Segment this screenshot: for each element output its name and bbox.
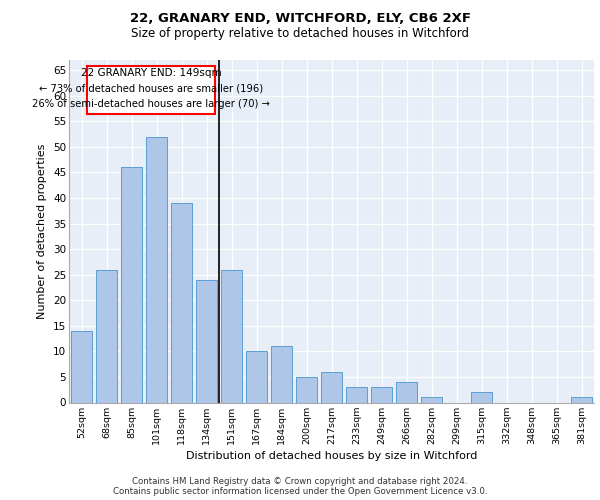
Text: Size of property relative to detached houses in Witchford: Size of property relative to detached ho… (131, 28, 469, 40)
Bar (171, 203, 192, 402)
Bar (271, 346, 292, 403)
Bar (571, 398, 592, 402)
Bar (96, 270, 117, 402)
Bar (421, 398, 442, 402)
X-axis label: Distribution of detached houses by size in Witchford: Distribution of detached houses by size … (186, 450, 477, 460)
Bar (346, 387, 367, 402)
Bar (146, 136, 167, 402)
Y-axis label: Number of detached properties: Number of detached properties (37, 144, 47, 319)
Bar (296, 377, 317, 402)
Bar (371, 387, 392, 402)
FancyBboxPatch shape (86, 66, 215, 114)
Bar (321, 372, 342, 402)
Bar (246, 352, 267, 403)
Bar (471, 392, 492, 402)
Bar (121, 168, 142, 402)
Text: Contains HM Land Registry data © Crown copyright and database right 2024.: Contains HM Land Registry data © Crown c… (132, 478, 468, 486)
Text: Contains public sector information licensed under the Open Government Licence v3: Contains public sector information licen… (113, 487, 487, 496)
Text: 26% of semi-detached houses are larger (70) →: 26% of semi-detached houses are larger (… (32, 100, 270, 110)
Bar (71, 331, 92, 402)
Text: 22, GRANARY END, WITCHFORD, ELY, CB6 2XF: 22, GRANARY END, WITCHFORD, ELY, CB6 2XF (130, 12, 470, 26)
Bar (196, 280, 217, 402)
Text: 22 GRANARY END: 149sqm: 22 GRANARY END: 149sqm (80, 68, 221, 78)
Bar (221, 270, 242, 402)
Text: ← 73% of detached houses are smaller (196): ← 73% of detached houses are smaller (19… (39, 84, 263, 94)
Bar (396, 382, 417, 402)
